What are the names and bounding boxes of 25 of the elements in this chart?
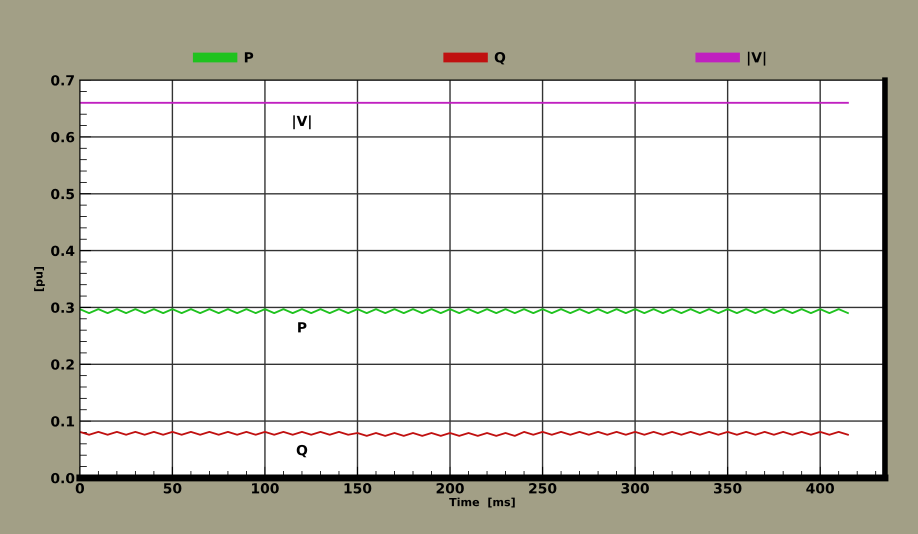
legend-label: Q	[494, 52, 506, 64]
y-axis-title: [pu]	[34, 266, 45, 292]
x-tick-label: 100	[252, 483, 279, 494]
legend-label: P	[244, 52, 254, 62]
y-tick-label: 0.7	[51, 75, 74, 86]
y-tick-label: 0.6	[51, 132, 74, 142]
y-tick-label: 0.0	[51, 472, 74, 484]
x-tick-label: 50	[164, 483, 182, 494]
text: P	[298, 322, 306, 332]
x-tick-label: 150	[344, 483, 372, 494]
text: |V|	[293, 115, 311, 130]
x-axis-title: Time [ms]	[449, 498, 515, 508]
x-tick-label: 200	[436, 483, 464, 494]
x-tick-label: 400	[806, 483, 834, 494]
y-tick-label: 0.4	[51, 246, 74, 256]
y-tick-label: 0.1	[51, 416, 74, 427]
x-tick-label: 300	[622, 483, 649, 494]
x-tick-label: 350	[714, 483, 742, 494]
text: Q	[296, 444, 308, 458]
y-tick-label: 0.5	[51, 188, 74, 200]
y-tick-label: 0.2	[51, 359, 74, 370]
x-tick-label: 0	[76, 483, 84, 494]
legend-label: |V|	[748, 52, 766, 66]
y-tick-label: 0.3	[51, 302, 74, 313]
x-tick-label: 250	[529, 483, 556, 494]
